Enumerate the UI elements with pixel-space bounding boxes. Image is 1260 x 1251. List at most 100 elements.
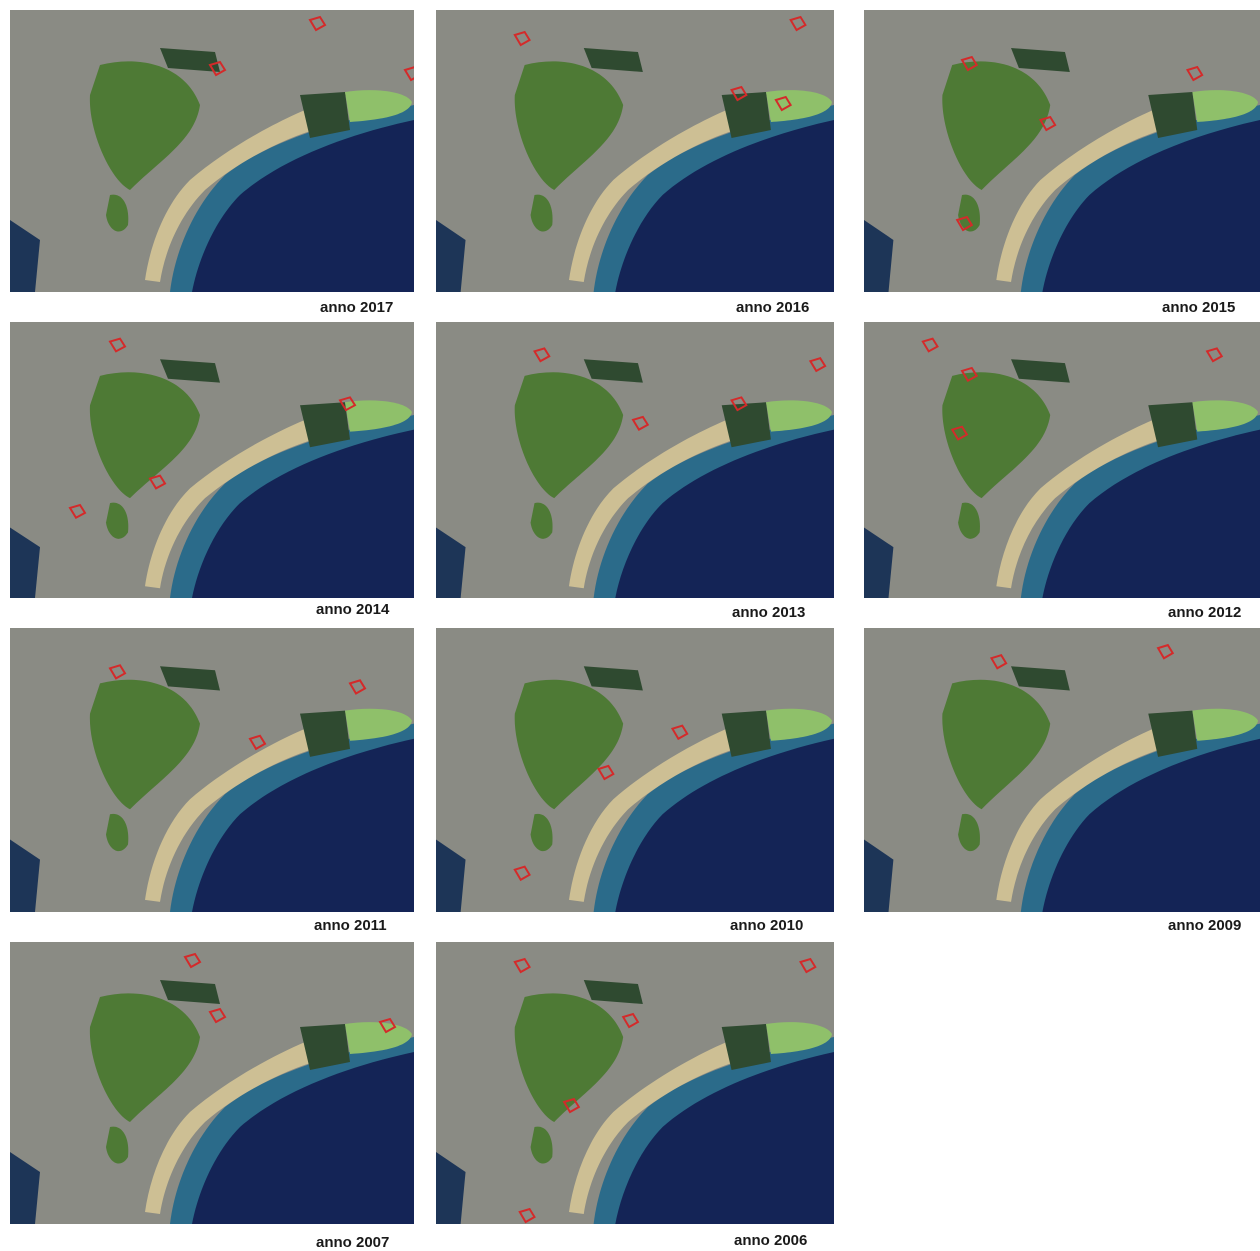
change-mark — [631, 415, 650, 431]
change-mark — [533, 347, 551, 363]
wetland-north — [583, 359, 643, 383]
sea — [1042, 429, 1260, 598]
marsh-dark — [721, 710, 771, 757]
small-lagoon — [766, 1022, 833, 1054]
panel-caption: anno 2009 — [1168, 917, 1242, 934]
aerial-photo — [436, 322, 834, 598]
change-mark — [730, 85, 748, 102]
lower-lagoon — [958, 194, 980, 232]
aerial-photo — [10, 10, 414, 292]
marsh-dark — [300, 92, 350, 138]
change-mark — [989, 654, 1008, 670]
sea — [615, 1052, 834, 1224]
sea — [192, 738, 414, 912]
beach-fields — [145, 1042, 320, 1214]
panel-caption: anno 2012 — [1168, 604, 1242, 621]
aerial-photo — [864, 322, 1260, 598]
harbor-water — [864, 527, 894, 598]
beach-fields — [145, 110, 320, 282]
small-lagoon — [1192, 400, 1259, 432]
harbor-water — [10, 527, 40, 598]
aerial-image — [436, 10, 834, 292]
marsh-dark — [300, 402, 350, 448]
change-mark — [338, 396, 357, 412]
harbor-water — [436, 220, 466, 292]
wetland-north — [160, 359, 220, 383]
sea — [192, 429, 414, 598]
aerial-photo — [10, 942, 414, 1224]
harbor-water — [10, 1152, 40, 1224]
wetland-north — [1011, 48, 1070, 72]
lower-lagoon — [106, 194, 129, 232]
lower-lagoon — [530, 194, 553, 232]
wetland-north — [160, 980, 220, 1004]
beach-fields — [568, 728, 742, 902]
change-mark — [808, 357, 827, 373]
change-mark — [950, 425, 969, 441]
change-mark — [208, 1007, 227, 1024]
aerial-photo — [10, 322, 414, 598]
panel-caption: anno 2015 — [1162, 299, 1236, 316]
harbor-water — [436, 1152, 466, 1224]
lower-lagoon — [530, 502, 553, 539]
harbor-water — [864, 839, 894, 912]
aerial-image — [864, 322, 1260, 598]
aerial-image — [436, 628, 834, 912]
change-mark — [513, 957, 531, 974]
aerial-photo — [864, 10, 1260, 292]
change-mark — [730, 396, 748, 412]
change-mark — [960, 366, 979, 383]
aerial-image — [436, 322, 834, 598]
change-mark — [1205, 347, 1224, 363]
main-lagoon — [514, 61, 624, 190]
beach-fields — [996, 419, 1168, 589]
beach-fields — [145, 419, 320, 589]
aerial-photo — [10, 628, 414, 912]
marsh-dark — [721, 1024, 771, 1070]
aerial-image — [10, 10, 414, 292]
change-mark — [208, 60, 227, 77]
main-lagoon — [89, 372, 200, 499]
aerial-image — [436, 942, 834, 1224]
change-mark — [108, 337, 127, 353]
sea — [1042, 738, 1260, 912]
beach-fields — [996, 728, 1168, 902]
aerial-photo — [864, 628, 1260, 912]
beach-fields — [145, 728, 320, 902]
main-lagoon — [89, 679, 200, 810]
beach-fields — [568, 419, 742, 589]
aerial-photo — [436, 628, 834, 912]
change-mark — [1185, 65, 1204, 82]
change-mark — [621, 1012, 640, 1029]
aerial-photo — [436, 10, 834, 292]
main-lagoon — [514, 372, 624, 499]
change-mark — [921, 337, 939, 353]
wetland-north — [1011, 666, 1070, 691]
change-mark — [562, 1097, 581, 1114]
lower-lagoon — [106, 502, 129, 539]
small-lagoon — [345, 708, 412, 741]
sea — [615, 738, 834, 912]
sea — [615, 120, 834, 292]
harbor-water — [436, 527, 466, 598]
wetland-north — [583, 48, 643, 72]
change-mark — [403, 66, 414, 82]
harbor-water — [436, 839, 466, 912]
lower-lagoon — [530, 1126, 553, 1164]
change-mark — [774, 95, 793, 112]
marsh-dark — [300, 1024, 350, 1070]
small-lagoon — [766, 400, 833, 432]
change-mark — [1156, 643, 1175, 660]
panel-caption: anno 2007 — [316, 1234, 390, 1251]
change-mark — [513, 30, 531, 47]
wetland-north — [583, 666, 643, 691]
sea — [1042, 120, 1260, 292]
beach-fields — [568, 1042, 742, 1214]
change-mark — [960, 55, 979, 72]
change-mark — [308, 15, 327, 32]
main-lagoon — [942, 679, 1051, 810]
aerial-image — [10, 322, 414, 598]
change-mark — [183, 952, 202, 969]
change-mark — [513, 865, 531, 882]
